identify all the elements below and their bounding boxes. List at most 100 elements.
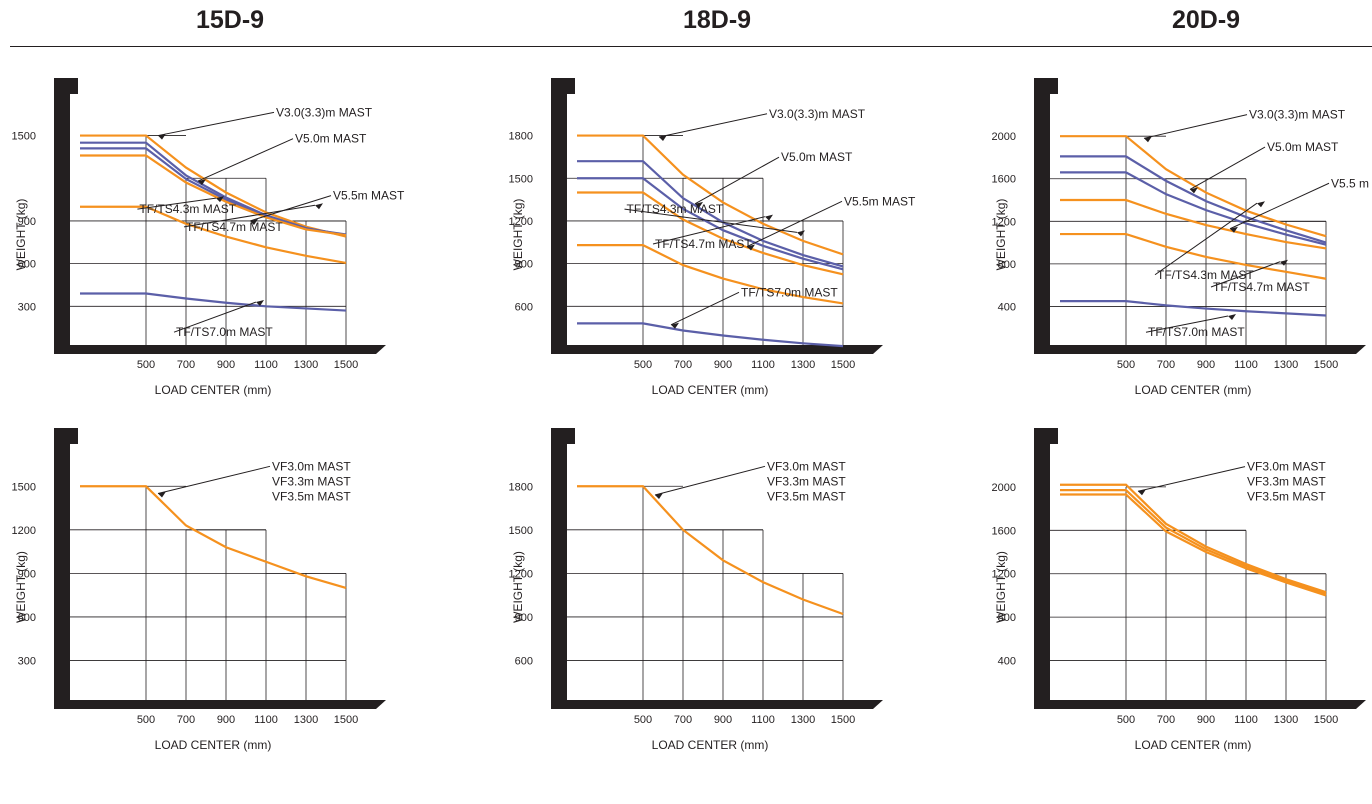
leader-line [652, 216, 766, 245]
series-line [1060, 489, 1327, 595]
annotation-label: V3.0(3.3)m MAST [276, 105, 373, 119]
series-line [577, 244, 844, 305]
x-tick-label: 700 [674, 359, 692, 371]
series-line [80, 485, 347, 589]
x-axis-label: LOAD CENTER (mm) [1135, 383, 1252, 397]
annotation-label: VF3.5m MAST [767, 489, 846, 503]
annotation-label: V3.0(3.3)m MAST [769, 107, 866, 121]
annotation-label: VF3.0m MAST [1247, 460, 1326, 474]
y-tick-label: 1200 [509, 216, 533, 228]
leader-line [694, 156, 780, 205]
x-tick-label: 500 [634, 359, 652, 371]
y-tick-label: 600 [515, 301, 533, 313]
arrow-head [797, 230, 805, 237]
series-line [80, 292, 347, 312]
arrow-head [158, 133, 166, 140]
x-tick-label: 900 [217, 714, 235, 726]
y-axis-label: WEIGHT (kg) [994, 551, 1008, 623]
chart-panel: 300 600 900 1500 500 700 900 1100 1300 1500 LOAD C… [12, 78, 405, 397]
series-line [80, 205, 347, 265]
y-tick-label: 1500 [509, 525, 533, 537]
x-tick-label: 1100 [751, 714, 775, 726]
annotation-label: V5.0m MAST [295, 132, 367, 146]
annotation-label: VF3.0m MAST [767, 459, 846, 473]
y-axis-label: WEIGHT (kg) [511, 199, 525, 271]
x-tick-label: 700 [177, 359, 195, 371]
x-tick-label: 500 [137, 714, 155, 726]
x-tick-label: 900 [714, 359, 732, 371]
arrow-head [1257, 201, 1265, 208]
leader-line [137, 197, 217, 210]
y-tick-label: 400 [998, 301, 1016, 313]
y-tick-label: 600 [18, 259, 36, 271]
annotation-label: V5.5m MAST [333, 189, 405, 203]
y-axis-label: WEIGHT (kg) [14, 551, 28, 623]
series-line [1060, 198, 1327, 250]
leader-line [670, 291, 740, 326]
annotation-label: VF3.0m MAST [272, 459, 351, 473]
arrow-head [216, 196, 224, 203]
chart-panel: 600 900 1200 1500 1800 500 700 900 1100 1300 1500 L… [509, 428, 883, 752]
leader-line [173, 301, 257, 333]
x-tick-label: 1300 [294, 359, 318, 371]
y-tick-label: 1600 [992, 525, 1016, 537]
x-tick-label: 1100 [254, 359, 278, 371]
x-tick-label: 1300 [791, 714, 815, 726]
y-tick-label: 900 [18, 216, 36, 228]
annotation-label: TF/TS4.3m MAST [627, 202, 724, 216]
annotation-label: VF3.3m MAST [767, 474, 846, 488]
annotation-label: V5.0m MAST [1267, 140, 1339, 154]
leader-line [249, 195, 332, 222]
arrow-head [765, 214, 773, 221]
arrow-head [315, 203, 323, 210]
model-title-18d9: 18D-9 [682, 6, 752, 34]
x-tick-label: 700 [1157, 714, 1175, 726]
y-tick-label: 800 [998, 612, 1016, 624]
model-title-15d9: 15D-9 [195, 6, 265, 34]
x-tick-label: 900 [714, 714, 732, 726]
x-tick-label: 900 [1197, 714, 1215, 726]
arrow-head [695, 201, 703, 208]
series-line [577, 485, 844, 616]
x-tick-label: 1500 [334, 714, 358, 726]
arrow-head [198, 179, 206, 186]
x-tick-label: 1300 [791, 359, 815, 371]
y-tick-label: 1500 [12, 481, 36, 493]
arrow-head [1230, 226, 1238, 233]
chart-panel: 400 800 1200 1600 2000 500 700 900 1100 1300 1500 L… [992, 78, 1372, 397]
x-tick-label: 500 [1117, 714, 1135, 726]
leader-line [197, 138, 294, 182]
annotation-label: TF/TS7.0m MAST [1148, 325, 1245, 339]
x-tick-label: 500 [1117, 359, 1135, 371]
arrow-head [1138, 489, 1146, 496]
leader-line [157, 465, 271, 495]
leader-line [654, 465, 766, 496]
series-line [1060, 300, 1327, 317]
y-tick-label: 1200 [12, 525, 36, 537]
annotation-label: TF/TS4.7m MAST [1213, 280, 1310, 294]
chart-panel: 300 600 900 1200 1500 500 700 900 1100 1300 1500 LO… [12, 428, 386, 752]
y-tick-label: 1500 [12, 131, 36, 143]
series-line [1060, 493, 1327, 597]
leader-line [1137, 466, 1246, 492]
y-tick-label: 600 [515, 655, 533, 667]
series-line [80, 154, 347, 237]
series-line [80, 134, 347, 238]
x-tick-label: 900 [1197, 359, 1215, 371]
annotation-label: TF/TS7.0m MAST [176, 325, 273, 339]
arrow-head [256, 300, 264, 307]
leader-line [1210, 261, 1281, 288]
x-tick-label: 500 [137, 359, 155, 371]
y-tick-label: 1200 [509, 568, 533, 580]
arrow-head [747, 244, 755, 251]
x-tick-label: 1300 [294, 714, 318, 726]
x-tick-label: 700 [674, 714, 692, 726]
arrow-head [250, 218, 258, 225]
leader-line [183, 204, 316, 228]
x-tick-label: 1500 [831, 359, 855, 371]
annotation-label: TF/TS4.7m MAST [186, 220, 283, 234]
x-tick-label: 1300 [1274, 359, 1298, 371]
y-tick-label: 1800 [509, 481, 533, 493]
x-tick-label: 1500 [831, 714, 855, 726]
x-axis-label: LOAD CENTER (mm) [155, 383, 272, 397]
